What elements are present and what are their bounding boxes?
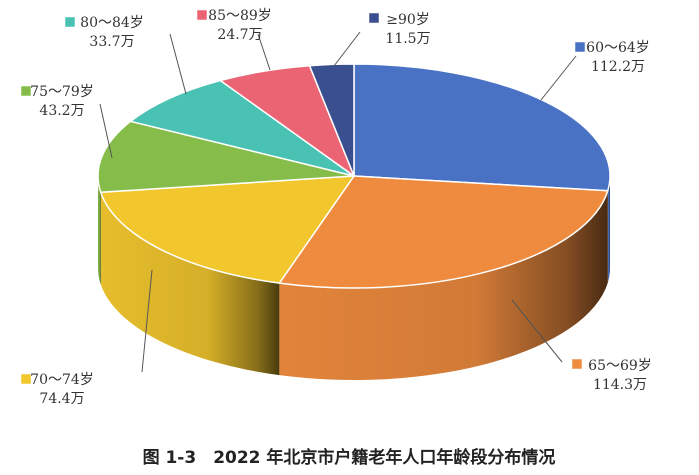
value-label-0: 112.2万 (591, 59, 645, 75)
slice-4 (129, 79, 355, 177)
category-label-6: ≥90岁 (386, 12, 430, 28)
value-label-3: 43.2万 (39, 103, 84, 119)
value-label-5: 24.7万 (217, 27, 262, 43)
value-label-2: 74.4万 (39, 391, 84, 407)
legend-marker-3 (20, 85, 32, 97)
category-label-0: 60～64岁 (586, 40, 650, 56)
leader-line-6 (333, 31, 361, 67)
slice-0 (353, 63, 611, 192)
slice-6 (308, 63, 355, 177)
legend-marker-1 (571, 358, 583, 370)
slice-2 (99, 175, 355, 284)
legend-marker-4 (64, 16, 76, 28)
slice-side-shade-1 (279, 190, 608, 380)
slice-side-shade-2 (100, 192, 280, 376)
value-label-6: 11.5万 (385, 31, 430, 47)
legend-marker-6 (368, 12, 380, 24)
slice-3 (97, 120, 355, 194)
legend-marker-2 (20, 373, 32, 385)
legend-marker-0 (574, 41, 586, 53)
slice-side-shade-3 (98, 176, 101, 285)
category-label-1: 65～69岁 (588, 358, 652, 374)
leader-line-4 (169, 33, 187, 95)
slice-1 (278, 175, 609, 289)
category-label-2: 70～74岁 (30, 372, 94, 388)
leader-line-5 (257, 33, 271, 71)
category-label-5: 85～89岁 (208, 8, 272, 24)
category-label-4: 80～84岁 (80, 15, 144, 31)
legend-marker-5 (196, 9, 208, 21)
value-label-1: 114.3万 (593, 377, 647, 393)
leader-line-3 (99, 103, 113, 159)
chart-title: 图 1-3 2022 年北京市户籍老年人口年龄段分布情况 (143, 447, 556, 468)
slice-side-shade-0 (607, 176, 610, 283)
value-label-4: 33.7万 (89, 34, 134, 50)
leader-line-2 (141, 269, 153, 373)
leader-line-0 (540, 55, 577, 101)
category-label-3: 75～79岁 (30, 84, 94, 100)
leader-line-1 (511, 299, 563, 363)
